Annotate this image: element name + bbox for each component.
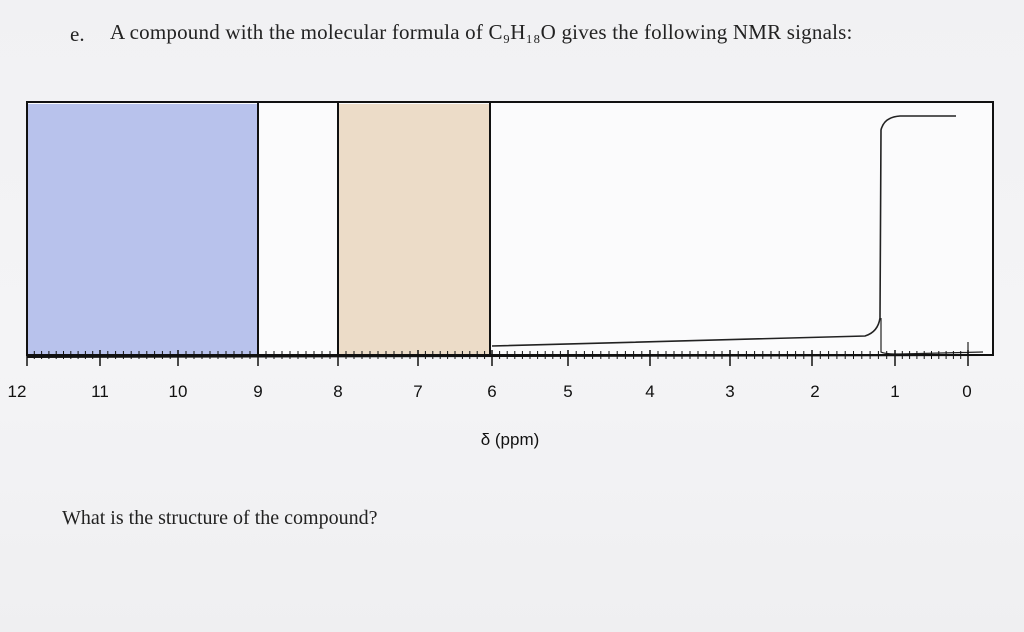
x-tick-label: 6 bbox=[487, 382, 496, 401]
x-tick-label: 0 bbox=[962, 382, 971, 401]
x-tick-label: 5 bbox=[563, 382, 572, 401]
x-tick-label: 12 bbox=[8, 382, 27, 401]
x-tick-label: 11 bbox=[91, 382, 109, 401]
question-label: e. bbox=[70, 22, 85, 46]
x-tick-label: 9 bbox=[253, 382, 262, 401]
x-axis-title: δ (ppm) bbox=[481, 430, 540, 449]
x-tick-label: 3 bbox=[725, 382, 734, 401]
ticks bbox=[26, 350, 969, 366]
highlight-blue bbox=[28, 104, 258, 354]
x-axis bbox=[26, 354, 986, 358]
tick-labels: 12 11 10 9 8 7 6 5 4 3 2 1 0 bbox=[8, 382, 972, 401]
highlight-tan bbox=[338, 104, 490, 354]
x-tick-label: 8 bbox=[333, 382, 342, 401]
x-tick-label: 4 bbox=[645, 382, 654, 401]
question-text: A compound with the molecular formula of… bbox=[110, 20, 853, 44]
x-tick-label: 2 bbox=[810, 382, 819, 401]
integration-curve bbox=[491, 115, 956, 347]
x-tick-label: 10 bbox=[169, 382, 188, 401]
x-tick-label: 1 bbox=[890, 382, 899, 401]
follow-up-question: What is the structure of the compound? bbox=[62, 507, 378, 529]
x-tick-label: 7 bbox=[413, 382, 422, 401]
